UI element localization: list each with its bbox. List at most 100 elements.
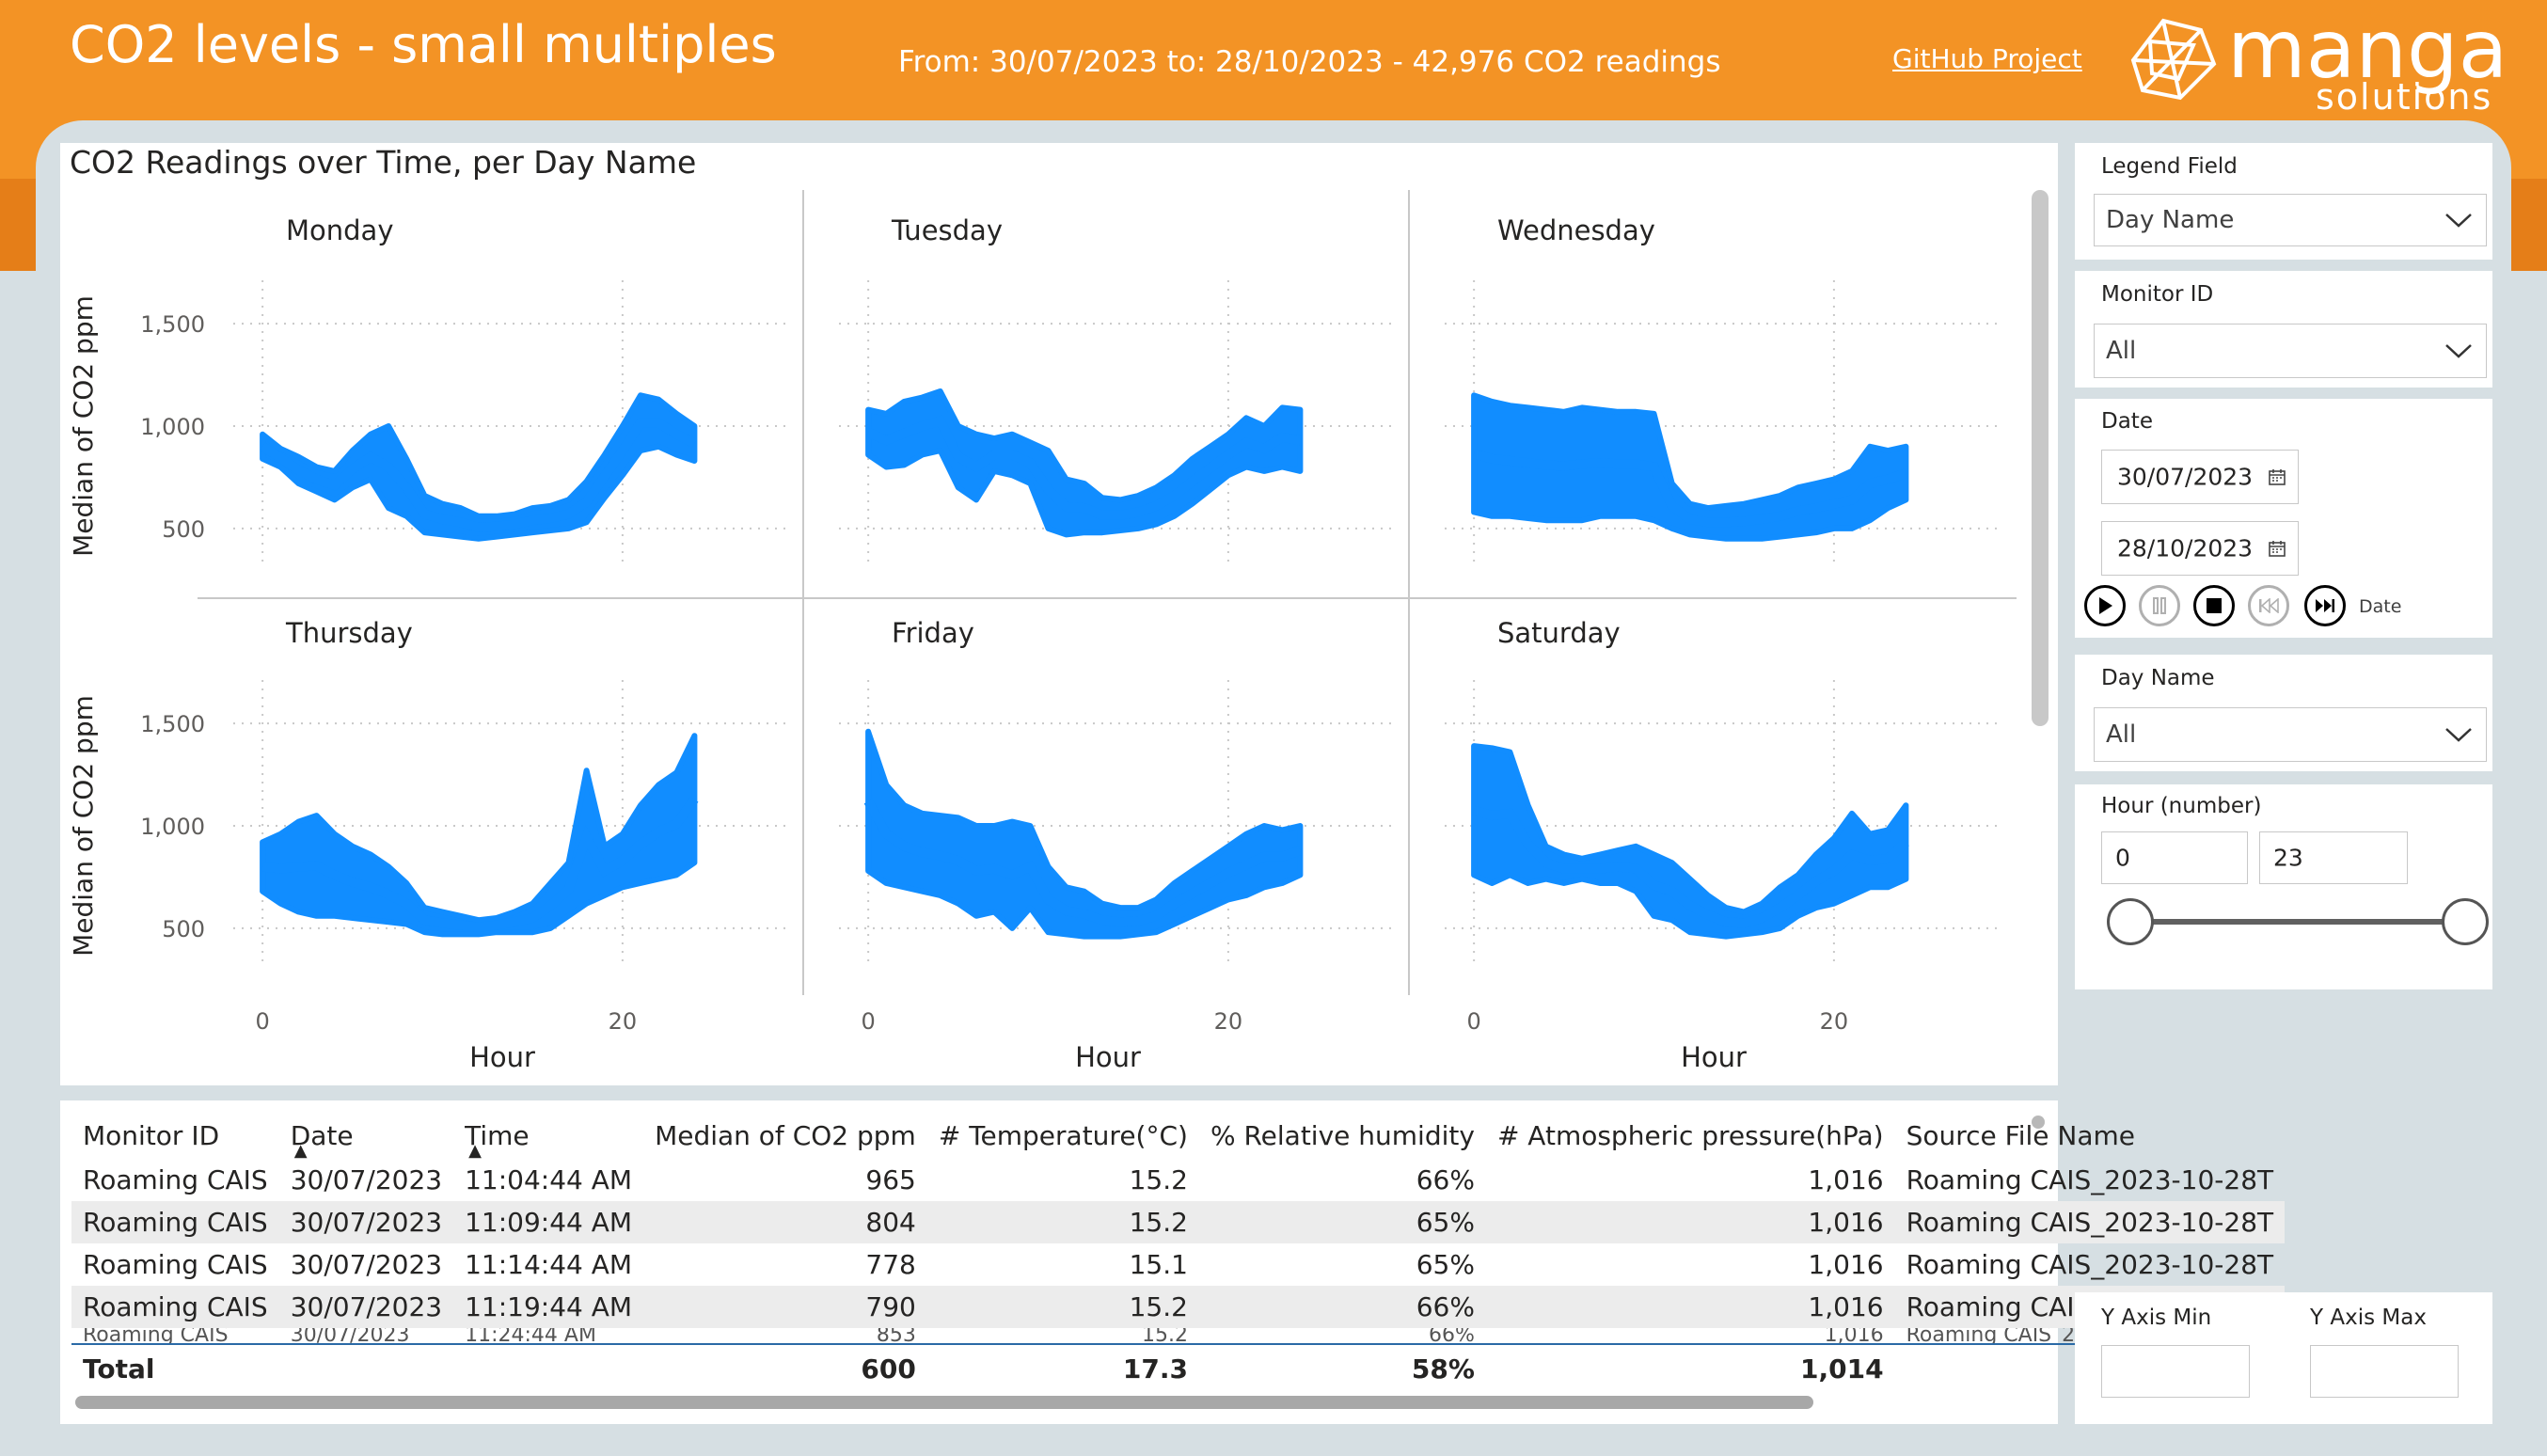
stop-button[interactable] [2193,585,2235,626]
github-project-link[interactable]: GitHub Project [1892,43,2082,74]
date-label: Date [2101,409,2153,434]
y-tick-label: 1,500 [140,311,205,338]
y-axis-min-label: Y Axis Min [2101,1306,2212,1330]
column-header-time[interactable]: Time ▲ [453,1112,643,1160]
monitor-id-dropdown[interactable]: All [2094,324,2487,378]
series-band-monday [260,392,698,542]
table-cell: 1,016 [1808,1164,1884,1195]
x-axis-title: Hour [469,1041,535,1073]
table-row[interactable]: Roaming CAIS 30/07/2023 11:19:44 AM 790 15.2… [71,1286,2286,1328]
x-axis-title: Hour [1681,1041,1747,1073]
table-cell: Roaming CAIS_2023-10-28T [1906,1249,2274,1280]
x-tick-label: 0 [861,1008,875,1035]
date-to-value: 28/10/2023 [2117,534,2254,562]
chart-vertical-scrollbar[interactable] [2032,190,2049,726]
table-cell: 30/07/2023 [290,1164,443,1195]
sort-ascending-icon: ▲ [293,1141,308,1159]
hour-slider-max-handle[interactable] [2442,898,2489,945]
table-cell: Roaming CAIS [83,1207,268,1238]
y-tick-label: 1,000 [140,814,205,840]
legend-field-dropdown[interactable]: Day Name [2094,194,2487,246]
series-band-saturday [1471,743,1909,940]
column-header-humidity[interactable]: % Relative humidity [1210,1119,1475,1151]
hour-min-input[interactable]: 0 [2101,831,2248,884]
table-row[interactable]: Roaming CAIS 30/07/2023 11:24:44 AM 853 15.2… [71,1328,2286,1344]
series-band-friday [865,728,1304,940]
total-humidity: 58% [1411,1353,1475,1385]
table-cell: 778 [865,1249,916,1280]
chevron-down-icon [2445,728,2472,742]
table-options-icon[interactable] [2032,1116,2045,1129]
y-axis-max-input[interactable] [2310,1345,2459,1398]
table-cell: 11:24:44 AM [465,1328,596,1344]
table-cell: 15.1 [1129,1249,1188,1280]
day-name-dropdown[interactable]: All [2094,707,2487,762]
table-row[interactable]: Roaming CAIS 30/07/2023 11:09:44 AM 804 15.2… [71,1201,2286,1243]
table-cell: 853 [876,1328,916,1344]
y-tick-label: 500 [162,516,205,543]
panel-title-tuesday: Tuesday [891,214,1003,246]
column-header-date[interactable]: Date ▲ [279,1112,453,1160]
x-tick-label: 20 [1820,1008,1849,1035]
date-from-value: 30/07/2023 [2117,463,2254,491]
logo-text-main: manga [2227,4,2507,97]
y-axis-min-input[interactable] [2101,1345,2250,1398]
table-cell: 1,016 [1808,1249,1884,1280]
skip-back-button[interactable] [2248,585,2289,626]
column-header-temperature[interactable]: # Temperature(°C) [938,1119,1188,1151]
table-cell: 11:04:44 AM [465,1164,633,1195]
day-name-label: Day Name [2101,666,2215,690]
hour-slider-min-handle[interactable] [2107,898,2154,945]
calendar-icon[interactable] [2268,467,2286,486]
date-to-input[interactable]: 28/10/2023 [2101,521,2299,576]
stop-icon [2207,598,2222,613]
table-cell: 30/07/2023 [290,1328,410,1344]
table-cell: 15.2 [1129,1164,1188,1195]
series-band-wednesday [1471,392,1909,542]
chart-title: CO2 Readings over Time, per Day Name [70,144,697,181]
y-tick-label: 500 [162,916,205,942]
skip-back-icon [2259,598,2279,613]
table-row[interactable]: Roaming CAIS 30/07/2023 11:04:44 AM 965 15.2… [71,1159,2285,1201]
monitor-id-value: All [2106,337,2137,365]
date-from-input[interactable]: 30/07/2023 [2101,450,2299,504]
x-tick-label: 0 [1466,1008,1480,1035]
series-line-wednesday [1472,449,1908,528]
hour-max-value: 23 [2273,844,2303,872]
panel-title-saturday: Saturday [1497,617,1621,649]
table-cell: 15.2 [1129,1291,1188,1322]
table-cell: 15.2 [1141,1328,1188,1344]
table-horizontal-scrollbar[interactable] [75,1396,1813,1409]
day-name-value: All [2106,720,2137,749]
x-tick-label: 20 [609,1008,638,1035]
readings-table-panel [60,1100,2058,1424]
column-header-co2[interactable]: Median of CO2 ppm [655,1119,916,1151]
monitor-id-label: Monitor ID [2101,282,2214,307]
table-cell: Roaming CAIS [83,1164,268,1195]
table-cell: 11:14:44 AM [465,1249,633,1280]
calendar-icon[interactable] [2268,539,2286,558]
column-header-pressure[interactable]: # Atmospheric pressure(hPa) [1496,1119,1884,1151]
hour-slider-track[interactable] [2129,919,2464,925]
hour-label: Hour (number) [2101,794,2262,818]
readings-table: Monitor ID Date ▲ Time ▲ Median of CO2 ppm… [71,1112,2286,1392]
column-header-date-label: Date [290,1119,354,1151]
column-header-monitor-id[interactable]: Monitor ID [83,1119,220,1151]
y-axis-title: Median of CO2 ppm [68,295,99,557]
column-header-source-file[interactable]: Source File Name [1906,1119,2136,1151]
skip-forward-button[interactable] [2304,585,2346,626]
hour-max-input[interactable]: 23 [2259,831,2408,884]
table-cell: 965 [865,1164,916,1195]
x-axis-title: Hour [1075,1041,1141,1073]
table-row[interactable]: Roaming CAIS 30/07/2023 11:14:44 AM 778 15.1… [71,1243,2285,1286]
pause-button[interactable] [2139,585,2180,626]
play-button[interactable] [2084,585,2126,626]
chevron-down-icon [2445,214,2472,228]
logo-mark-icon [2130,18,2217,101]
table-cell: 11:19:44 AM [465,1291,633,1322]
y-tick-label: 1,500 [140,711,205,737]
series-band-thursday [260,733,698,938]
pause-icon [2153,597,2166,614]
total-co2: 600 [861,1353,916,1385]
panel-title-thursday: Thursday [285,617,413,649]
